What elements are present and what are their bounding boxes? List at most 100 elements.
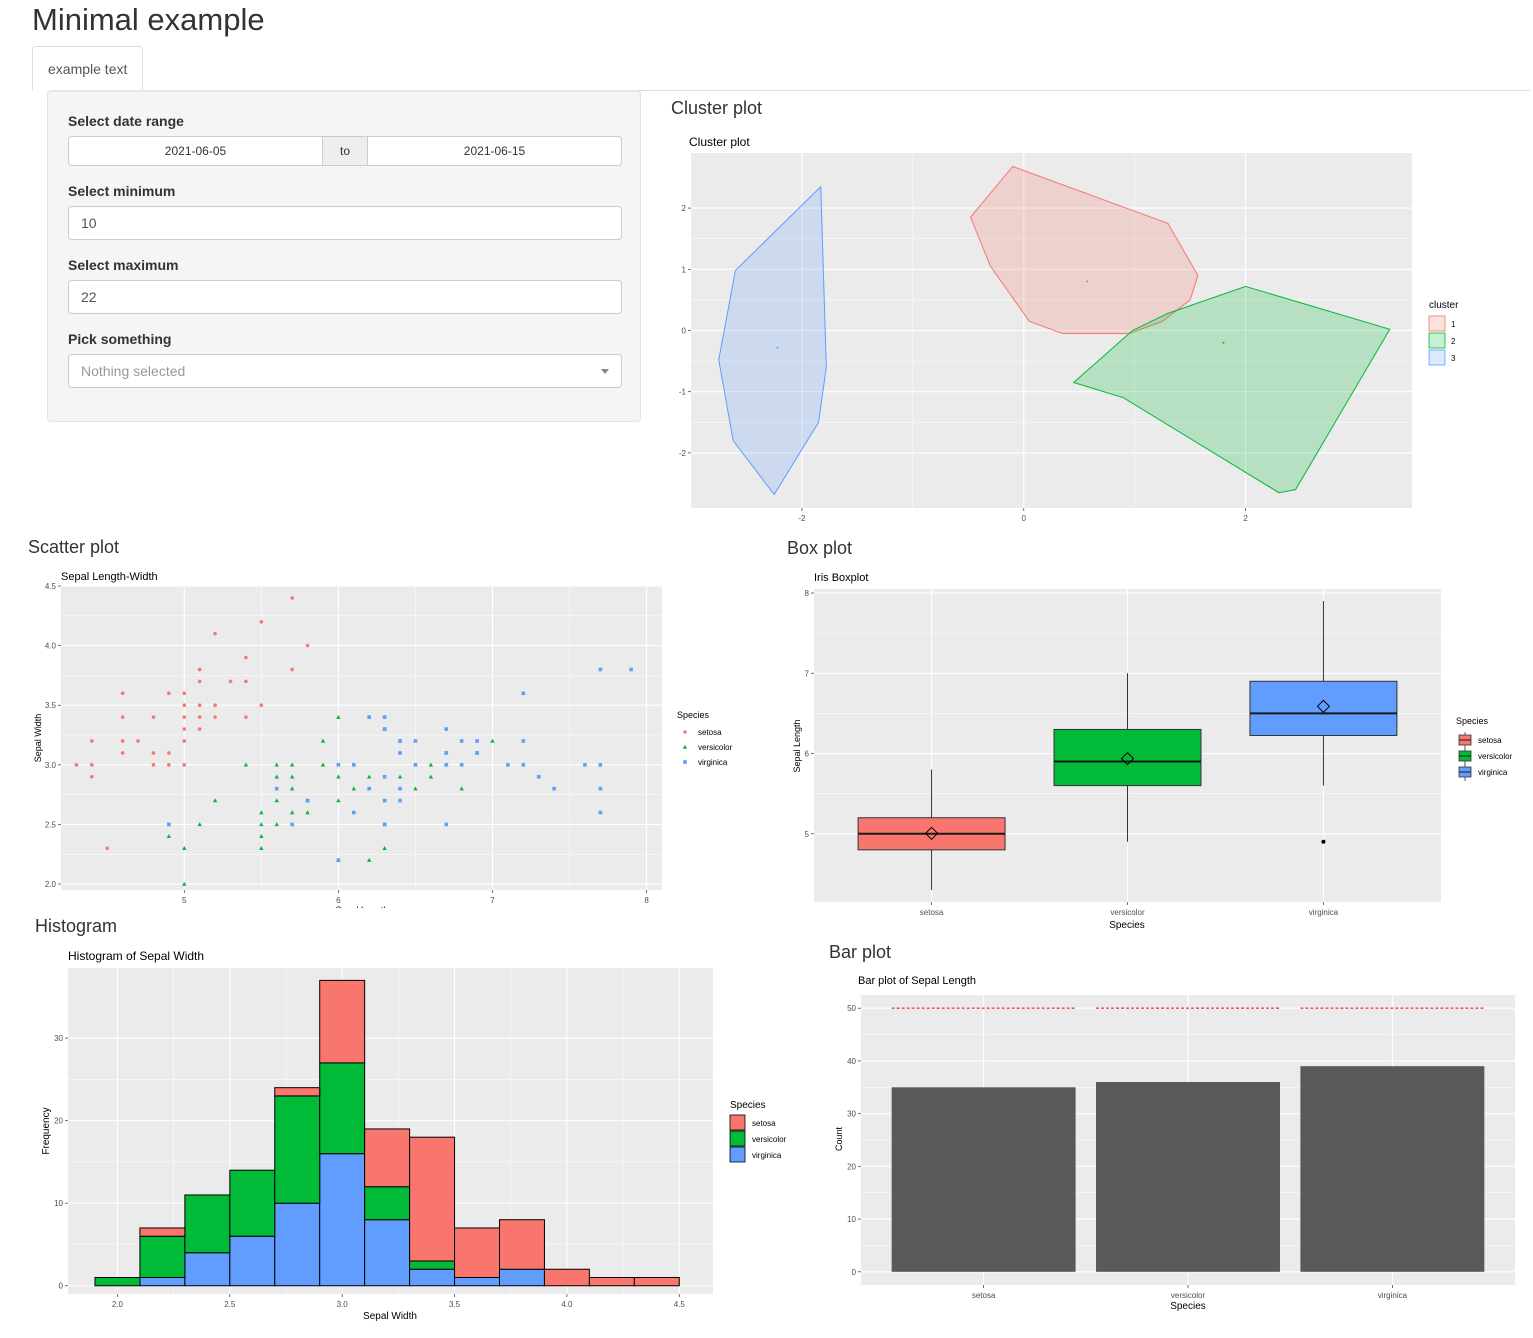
scatter-point-virginica (382, 727, 387, 731)
scatter-point-setosa (182, 703, 187, 708)
scatter-point-versicolor (490, 738, 495, 743)
scatter-point-setosa (182, 739, 187, 743)
hist-bar-setosa (364, 1128, 411, 1188)
scatter-point-virginica (413, 739, 418, 743)
box-mean-marker (1120, 751, 1135, 766)
hist-x-tick-label: 2.0 (112, 1300, 124, 1309)
cluster-hull-2 (1072, 285, 1391, 494)
scatter-point-setosa (167, 691, 171, 696)
hist-y-tick-label: 0 (59, 1282, 64, 1291)
max-label: Select maximum (68, 257, 179, 273)
scatter-point-virginica (398, 739, 402, 743)
cluster-x-tick-label: 2 (1243, 514, 1248, 523)
hist-bar-versicolor (139, 1235, 186, 1278)
scatter-point-setosa (244, 679, 248, 684)
date-end-input[interactable]: 2021-06-15 (463, 144, 526, 158)
scatter-legend-key-setosa (683, 730, 687, 734)
scatter-point-virginica (398, 786, 402, 791)
scatter-point-versicolor (259, 822, 264, 827)
bar-setosa (891, 1087, 1076, 1272)
scatter-point-versicolor (428, 774, 434, 779)
box-legend-label-virginica: virginica (1478, 768, 1508, 777)
bar-chart-title: Bar plot of Sepal Length (858, 975, 976, 987)
scatter-heading: Scatter plot (28, 537, 120, 557)
hist-y-tick-label: 10 (54, 1199, 63, 1208)
date-start-input[interactable]: 2021-06-05 (164, 144, 227, 158)
scatter-point-versicolor (289, 762, 295, 767)
scatter-point-versicolor (259, 834, 264, 839)
scatter-point-versicolor (259, 810, 264, 815)
hist-bar-setosa (409, 1136, 456, 1262)
hist-x-tick-label: 3.5 (449, 1300, 461, 1309)
scatter-point-versicolor (336, 774, 341, 779)
hist-legend-label-versicolor: versicolor (752, 1135, 787, 1144)
scatter-point-setosa (74, 763, 79, 767)
hist-bar-virginica (454, 1276, 500, 1287)
scatter-point-versicolor (274, 762, 279, 767)
hist-bar-virginica (498, 1268, 545, 1287)
scatter-point-setosa (244, 715, 248, 719)
cluster-y-tick-label: 2 (682, 204, 687, 213)
pick-select[interactable]: Nothing selected (68, 354, 622, 388)
scatter-chart-title: Sepal Length-Width (61, 571, 158, 583)
bar-versicolor (1096, 1082, 1280, 1272)
scatter-point-setosa (120, 751, 125, 755)
scatter-point-setosa (151, 715, 156, 719)
hist-bar-virginica (274, 1202, 321, 1287)
bar-y-tick-label: 30 (847, 1110, 856, 1119)
box-y-tick-label: 8 (805, 589, 810, 598)
hist-bar-versicolor (229, 1169, 276, 1237)
hist-bar-virginica (184, 1252, 231, 1287)
tab-example-text[interactable]: example text (32, 46, 144, 91)
hist-legend-key-virginica (729, 1146, 746, 1163)
hist-y-tick-label: 20 (54, 1117, 63, 1126)
hist-bar-setosa (319, 979, 366, 1064)
cluster-legend-key-2 (1428, 332, 1446, 349)
scatter-point-versicolor (274, 822, 279, 827)
scatter-point-virginica (583, 763, 587, 767)
scatter-y-tick-label: 2.5 (45, 820, 57, 829)
cluster-heading: Cluster plot (671, 98, 763, 118)
scatter-point-virginica (367, 715, 372, 719)
scatter-point-setosa (213, 715, 217, 719)
hist-legend-label-setosa: setosa (752, 1119, 776, 1128)
pick-placeholder: Nothing selected (81, 363, 186, 379)
scatter-point-setosa (120, 715, 125, 719)
box-legend-label-versicolor: versicolor (1478, 752, 1513, 761)
scatter-point-versicolor (243, 762, 249, 767)
cluster-y-tick-label: -2 (679, 449, 687, 458)
scatter-point-virginica (629, 667, 633, 672)
page-title: Minimal example (32, 2, 265, 37)
hist-bar-versicolor (409, 1260, 456, 1270)
scatter-point-virginica (167, 822, 171, 827)
scatter-y-tick-label: 3.5 (45, 701, 57, 710)
hist-bar-virginica (229, 1235, 276, 1287)
scatter-point-setosa (244, 655, 248, 660)
max-input[interactable]: 22 (68, 280, 622, 314)
scatter-point-virginica (382, 798, 387, 803)
scatter-point-setosa (197, 667, 202, 672)
scatter-point-versicolor (320, 738, 326, 743)
cluster-hull-3 (718, 185, 827, 496)
hist-bar-versicolor (274, 1095, 321, 1204)
scatter-point-versicolor (182, 845, 187, 850)
cluster-x-tick-label: -2 (798, 514, 806, 523)
scatter-point-virginica (413, 763, 418, 767)
cluster-y-tick-label: 1 (682, 265, 687, 274)
hist-bar-versicolor (319, 1062, 366, 1155)
box-legend-title: Species (1456, 716, 1489, 726)
sidebar-panel: Select date range 2021-06-05 to 2021-06-… (47, 90, 641, 422)
scatter-point-versicolor (274, 774, 279, 779)
scatter-point-virginica (444, 751, 449, 755)
min-label: Select minimum (68, 183, 176, 199)
scatter-point-setosa (259, 619, 264, 624)
scatter-x-axis-title: Sepal.Length (335, 905, 388, 915)
scatter-point-setosa (197, 703, 202, 708)
min-input[interactable]: 10 (68, 206, 622, 240)
bar-virginica (1300, 1066, 1485, 1272)
cluster-centroid-1 (1085, 280, 1088, 283)
box-mean-marker (924, 826, 939, 841)
box-outlier (1321, 839, 1326, 844)
scatter-point-setosa (105, 846, 110, 851)
